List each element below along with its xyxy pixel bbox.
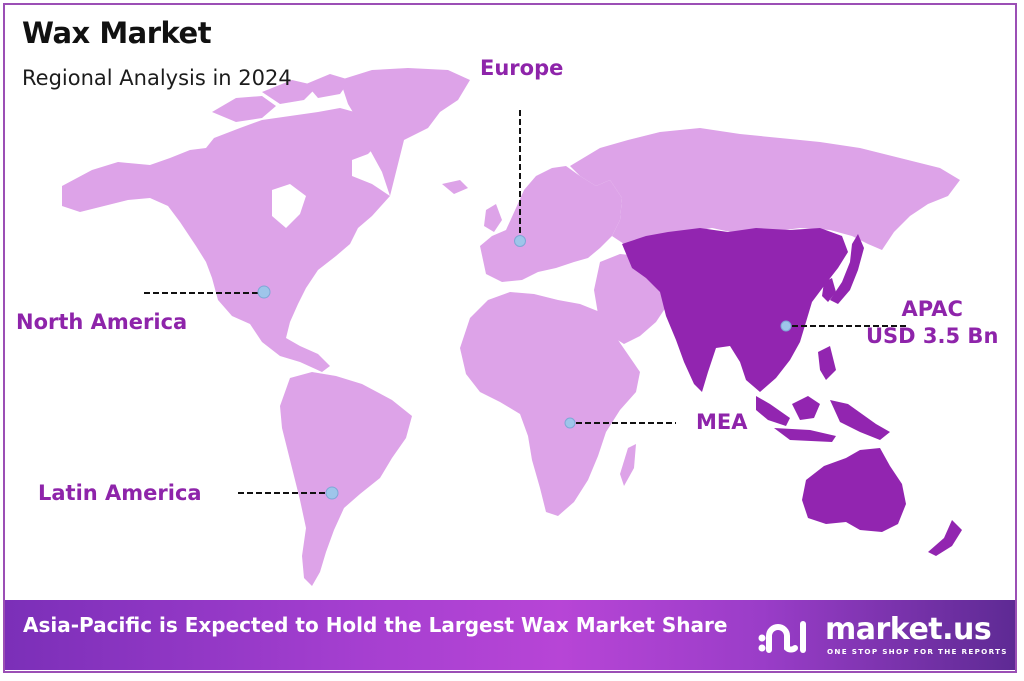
apac-label: APAC xyxy=(901,297,963,321)
africa-landmass xyxy=(460,292,640,516)
europe-label: Europe xyxy=(480,56,564,80)
north-america-label: North America xyxy=(16,310,188,334)
europe-marker[interactable] xyxy=(514,235,526,247)
latin-america-label: Latin America xyxy=(38,481,202,505)
japan-landmass[interactable] xyxy=(830,234,864,304)
new-zealand-landmass[interactable] xyxy=(928,520,962,556)
latin-america-marker[interactable] xyxy=(325,486,339,500)
brand-logo[interactable]: market.us ONE STOP SHOP FOR THE REPORTS xyxy=(757,612,1006,660)
mea-marker[interactable] xyxy=(564,417,576,429)
footer-headline: Asia-Pacific is Expected to Hold the Lar… xyxy=(23,613,728,637)
europe-landmass xyxy=(480,166,622,282)
uk-landmass xyxy=(484,204,502,232)
greenland-landmass xyxy=(340,68,470,196)
world-map xyxy=(62,68,962,586)
madagascar xyxy=(620,444,636,486)
mea-label: MEA xyxy=(696,410,748,434)
chart-title: Wax Market xyxy=(22,16,212,50)
footer-banner: Asia-Pacific is Expected to Hold the Lar… xyxy=(5,600,1015,670)
brand-name: market.us xyxy=(825,612,992,647)
hudson-bay xyxy=(272,184,306,228)
north-america-marker[interactable] xyxy=(257,285,271,299)
apac-marker[interactable] xyxy=(780,320,792,332)
north-america-landmass xyxy=(62,108,390,372)
australia-landmass[interactable] xyxy=(802,448,906,532)
arctic-islands xyxy=(212,74,350,122)
apac-landmass[interactable] xyxy=(622,228,848,392)
market-us-logo-icon xyxy=(758,621,806,653)
apac-value: USD 3.5 Bn xyxy=(866,324,999,348)
south-america-landmass xyxy=(280,372,412,586)
southeast-asia-islands[interactable] xyxy=(756,346,890,442)
iceland xyxy=(442,180,468,194)
brand-tagline: ONE STOP SHOP FOR THE REPORTS xyxy=(827,647,1008,656)
apac-label-group: APAC USD 3.5 Bn xyxy=(866,296,998,350)
chart-subtitle: Regional Analysis in 2024 xyxy=(22,66,292,90)
korea-landmass[interactable] xyxy=(822,278,836,302)
north-asia-landmass xyxy=(570,128,960,250)
